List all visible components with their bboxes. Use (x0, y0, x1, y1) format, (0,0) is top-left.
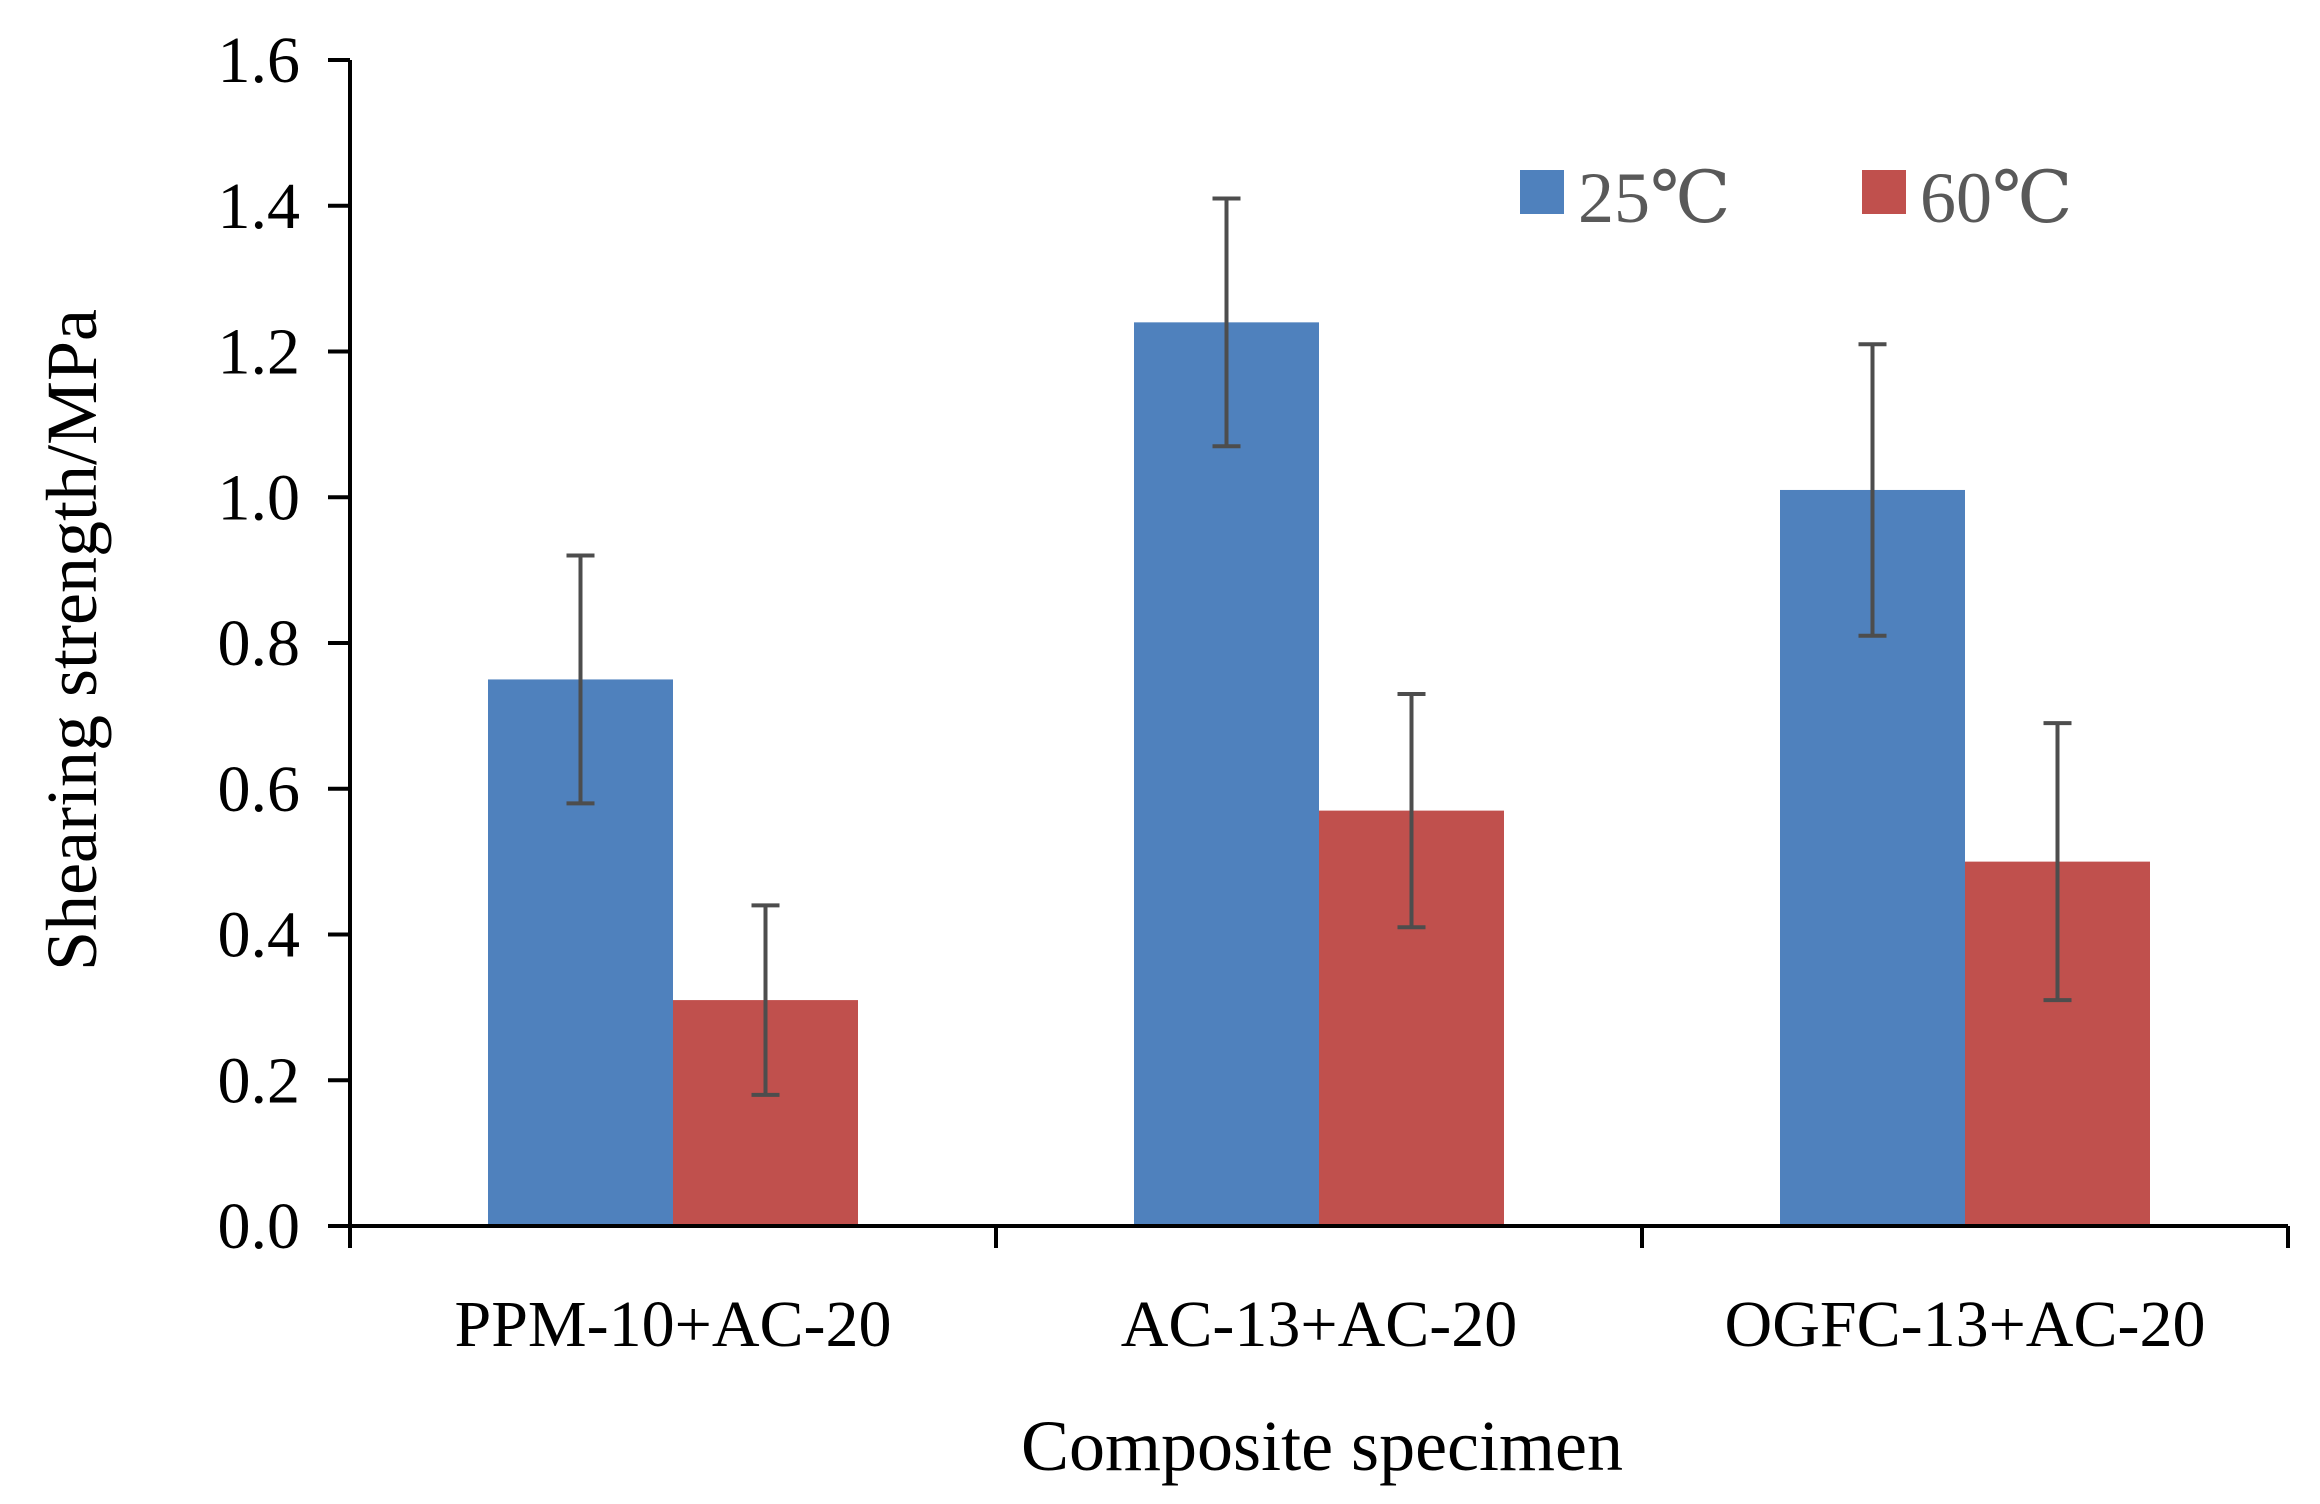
y-tick-label: 0.8 (218, 607, 301, 680)
bars-layer (488, 322, 2150, 1227)
y-tick-label: 0.6 (218, 753, 301, 826)
y-tick-label: 0.0 (218, 1190, 301, 1263)
axes-layer: 0.0 0.2 0.4 0.6 0.8 1.0 1.2 1.4 1.6 PPM-10+AC-20 A… (218, 24, 2290, 1361)
bar-25c-1 (1134, 322, 1319, 1227)
legend-swatch-25c (1520, 170, 1564, 214)
y-axis-title: Shearing strength/MPa (32, 309, 112, 971)
x-category-label: OGFC-13+AC-20 (1725, 1288, 2206, 1361)
legend-swatch-60c (1862, 170, 1906, 214)
y-tick-label: 1.4 (218, 170, 301, 243)
x-category-label: AC-13+AC-20 (1121, 1288, 1518, 1361)
y-tick-label: 0.4 (218, 899, 301, 972)
legend-label-60c: 60℃ (1920, 158, 2073, 238)
x-axis-title: Composite specimen (1021, 1406, 1623, 1486)
error-bars-layer (566, 196, 2072, 1097)
y-tick-label: 1.2 (218, 316, 301, 389)
y-tick-label: 1.6 (218, 24, 301, 97)
x-category-label: PPM-10+AC-20 (455, 1288, 892, 1361)
legend: 25℃ 60℃ (1520, 158, 2073, 238)
y-tick-label: 0.2 (218, 1044, 301, 1117)
y-tick-label: 1.0 (218, 461, 301, 534)
legend-label-25c: 25℃ (1578, 158, 1731, 238)
